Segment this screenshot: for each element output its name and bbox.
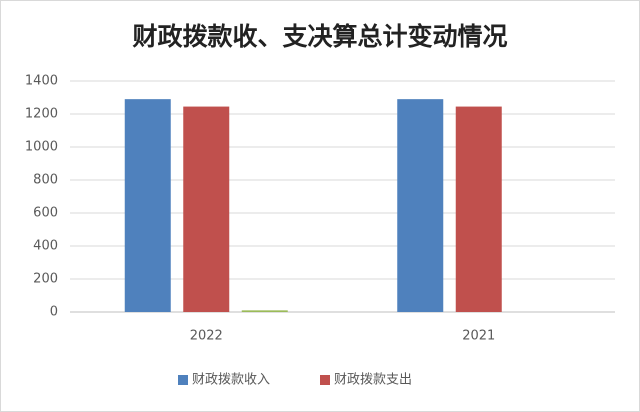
y-tick-label: 200 xyxy=(33,272,58,287)
legend-swatch xyxy=(178,375,188,385)
bar xyxy=(397,99,444,313)
bar xyxy=(455,106,502,312)
y-tick-label: 400 xyxy=(33,239,58,254)
y-tick-label: 600 xyxy=(33,206,58,221)
y-tick-label: 1000 xyxy=(25,140,58,155)
legend-label: 财政拨款收入 xyxy=(192,373,270,388)
bar xyxy=(241,310,288,312)
legend-label: 财政拨款支出 xyxy=(334,373,412,388)
legend-swatch xyxy=(320,375,330,385)
x-tick-label: 2021 xyxy=(462,329,495,344)
bar xyxy=(183,106,230,312)
y-tick-label: 800 xyxy=(33,173,58,188)
chart-title: 财政拨款收、支决算总计变动情况 xyxy=(132,22,507,51)
y-tick-label: 1400 xyxy=(25,74,58,89)
x-tick-label: 2022 xyxy=(190,329,223,344)
y-tick-label: 0 xyxy=(50,305,58,320)
bar xyxy=(124,99,171,313)
y-tick-label: 1200 xyxy=(25,107,58,122)
